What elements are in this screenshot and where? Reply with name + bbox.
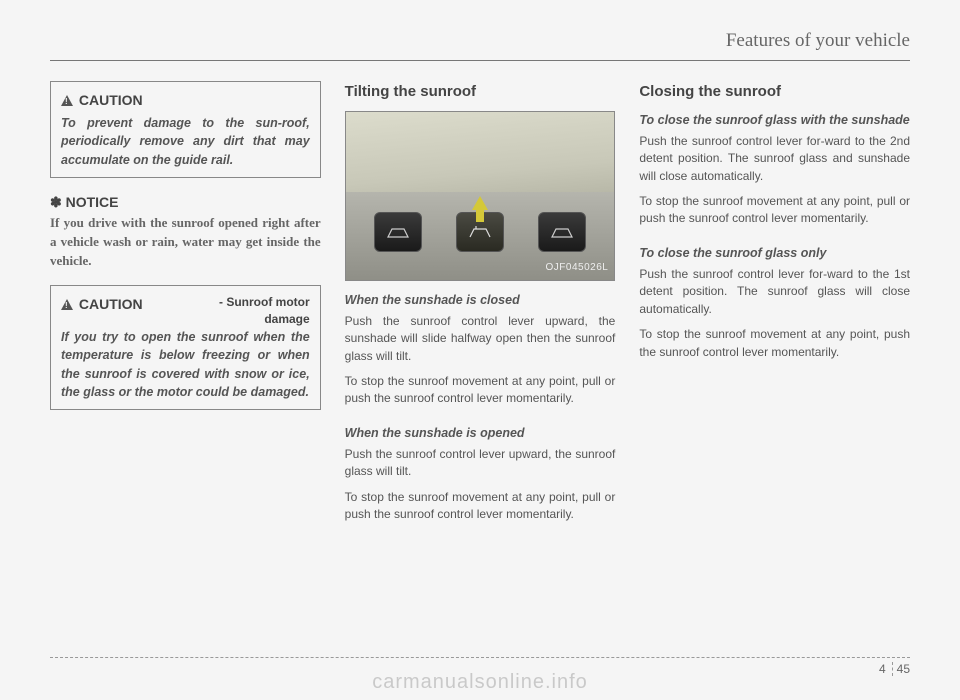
sunroof-button-left: [374, 212, 422, 252]
paragraph: To stop the sunroof movement at any poin…: [345, 373, 616, 408]
paragraph: Push the sunroof control lever for-ward …: [639, 133, 910, 185]
arrow-stem: [476, 208, 484, 222]
caution-title: CAUTION - Sunroof motor damage: [61, 294, 310, 314]
subheading-close-glass-only: To close the sunroof glass only: [639, 244, 910, 262]
tilt-icon: [468, 225, 492, 239]
caution-label: CAUTION: [79, 92, 143, 108]
caution-title: CAUTION: [61, 90, 310, 110]
car-outline-icon: [386, 225, 410, 239]
warning-icon: [61, 299, 73, 310]
caution-body: To prevent damage to the sun-roof, perio…: [61, 114, 310, 168]
arrow-up-icon: [472, 196, 488, 210]
section-title-closing: Closing the sunroof: [639, 81, 910, 103]
paragraph: Push the sunroof control lever upward, t…: [345, 313, 616, 365]
paragraph: To stop the sunroof movement at any poin…: [345, 489, 616, 524]
paragraph: Push the sunroof control lever for-ward …: [639, 266, 910, 318]
sunroof-button-right: [538, 212, 586, 252]
caution-box-motor: CAUTION - Sunroof motor damage If you tr…: [50, 285, 321, 410]
paragraph: To stop the sunroof movement at any poin…: [639, 326, 910, 361]
content-columns: CAUTION To prevent damage to the sun-roo…: [50, 81, 910, 532]
car-outline-icon: [550, 225, 574, 239]
notice-title: ✽ NOTICE: [50, 192, 321, 212]
caution-subtitle: - Sunroof motor damage: [190, 294, 310, 329]
page-number: 45: [897, 662, 910, 676]
figure-label: OJF045026L: [546, 261, 609, 276]
caution-body: If you try to open the sunroof when the …: [61, 328, 310, 401]
header-title: Features of your vehicle: [726, 30, 910, 51]
column-2: Tilting the sunroof OJF045026L When the …: [345, 81, 616, 532]
paragraph: To stop the sunroof movement at any poin…: [639, 193, 910, 228]
warning-icon: [61, 95, 73, 106]
figure-roof: [346, 112, 615, 193]
notice-body: If you drive with the sunroof opened rig…: [50, 214, 321, 271]
subheading-sunshade-closed: When the sunshade is closed: [345, 291, 616, 309]
sunroof-figure: OJF045026L: [345, 111, 616, 281]
subheading-close-with-sunshade: To close the sunroof glass with the suns…: [639, 111, 910, 129]
caution-box-guide-rail: CAUTION To prevent damage to the sun-roo…: [50, 81, 321, 178]
section-title-tilting: Tilting the sunroof: [345, 81, 616, 103]
column-3: Closing the sunroof To close the sunroof…: [639, 81, 910, 532]
caution-label: CAUTION: [79, 296, 143, 312]
column-1: CAUTION To prevent damage to the sun-roo…: [50, 81, 321, 532]
watermark: carmanualsonline.info: [372, 671, 588, 694]
page-header: Features of your vehicle: [50, 30, 910, 61]
chapter-number: 4: [879, 662, 893, 676]
paragraph: Push the sunroof control lever upward, t…: [345, 446, 616, 481]
subheading-sunshade-opened: When the sunshade is opened: [345, 424, 616, 442]
